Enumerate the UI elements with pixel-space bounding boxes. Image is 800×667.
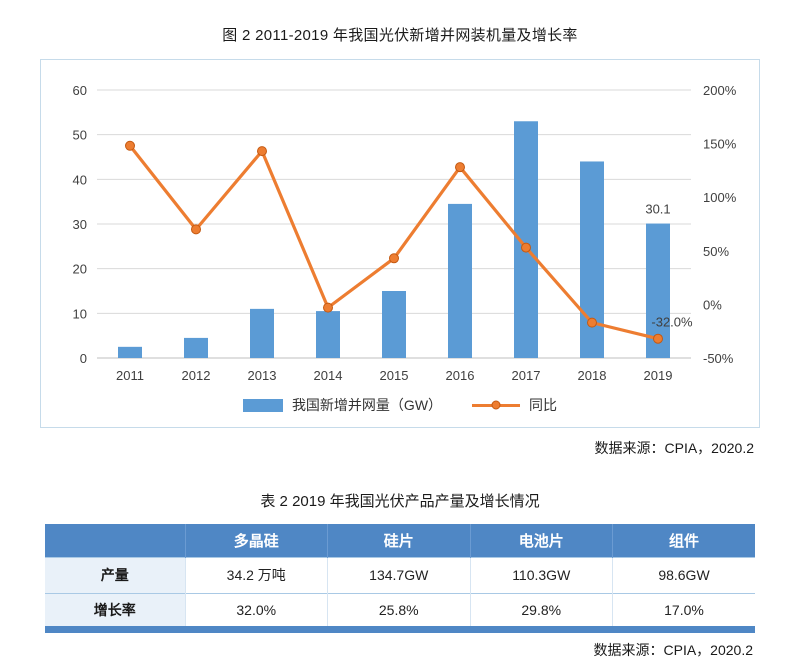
x-tick-label: 2013 [248,368,277,383]
line-marker-2019 [653,333,663,344]
left-axis-tick-label: 0 [80,351,87,366]
bar-2016 [448,203,472,358]
combo-chart: 0 10 20 30 40 50 60 -50% 0% 50% 100% 150% 200% 2011 20… [73,83,737,383]
table-cell: 34.2 万吨 [185,556,328,593]
x-tick-label: 2018 [578,368,607,383]
data-label-annotation: 30.1 [645,202,670,217]
table-body: 产量 34.2 万吨 134.7GW 110.3GW 98.6GW 增长率 32.0% 25.… [45,556,755,629]
bar-2012 [184,337,208,358]
legend-item-bar-series: 我国新增并网量（GW） [242,395,443,415]
line-marker-2018 [587,317,597,328]
left-axis-tick-label: 50 [73,128,87,143]
left-axis-tick-label: 40 [73,172,87,187]
bar-2014 [316,311,340,358]
table-cell: 134.7GW [327,556,471,593]
x-tick-label: 2011 [116,368,144,383]
bar-series-label: 我国新增并网量（GW） [291,397,443,413]
right-axis-tick-label: 150% [703,137,737,152]
table-cell: 17.0% [612,592,755,629]
bar-2018 [580,161,604,358]
table-cell: 32.0% [185,592,328,629]
line-marker-2017 [521,242,531,253]
line-marker-2011 [125,140,135,151]
table-header-row: 多晶硅 硅片 电池片 组件 [45,524,755,557]
right-axis-tick-label: 50% [703,244,729,259]
bar-2013 [250,308,274,358]
table-column-header: 多晶硅 [185,524,328,557]
line-marker-2015 [389,253,399,264]
left-axis-tick-label: 20 [73,262,87,277]
table-column-header: 电池片 [470,524,613,557]
line-series-swatch-icon [472,400,521,410]
right-axis-tick-label: 100% [703,190,737,205]
line-marker-2013 [257,146,267,157]
bar-2015 [382,291,406,358]
figure-title: 图 2 2011-2019 年我国光伏新增并网装机量及增长率 [222,27,578,44]
line-marker-2016 [455,162,465,173]
table-row-label: 产量 [45,556,186,593]
line-series-label: 同比 [529,397,558,413]
pv-products-table: 多晶硅 硅片 电池片 组件 产量 34.2 万吨 134.7GW 110.3GW 98.6GW… [45,524,755,633]
bar-series-swatch-icon [242,398,283,412]
table-cell: 29.8% [470,592,613,629]
line-marker-icon [491,400,501,410]
table-cell: 98.6GW [612,556,755,593]
x-tick-label: 2017 [512,368,541,383]
table-row: 产量 34.2 万吨 134.7GW 110.3GW 98.6GW [45,556,755,593]
table-cell: 25.8% [327,592,471,629]
line-marker-2014 [323,302,333,313]
table-column-header: 组件 [612,524,755,557]
table-corner-cell [45,524,186,557]
left-axis-tick-label: 30 [73,217,87,232]
table-source: 数据来源：CPIA，2020.2 [593,641,754,658]
figure-source: 数据来源：CPIA，2020.2 [594,440,755,456]
legend-item-line-series: 同比 [472,395,557,415]
table-cell: 110.3GW [470,556,613,593]
right-axis-tick-label: -50% [703,351,734,366]
table-title: 表 2 2019 年我国光伏产品产量及增长情况 [260,493,540,510]
right-axis-tick-label: 0% [703,297,722,312]
x-tick-label: 2016 [446,368,475,383]
table-column-header: 硅片 [327,524,471,557]
line-marker-2012 [191,224,201,235]
x-tick-label: 2019 [644,368,673,383]
bar-2011 [118,346,142,358]
x-tick-label: 2012 [182,368,211,383]
left-axis-tick-label: 10 [73,306,87,321]
right-axis-tick-label: 200% [703,83,737,98]
table-row-label: 增长率 [45,592,186,629]
left-axis-tick-label: 60 [73,83,87,98]
data-label-annotation: -32.0% [651,315,693,330]
x-tick-label: 2015 [380,368,409,383]
chart-legend: 我国新增并网量（GW） 同比 [41,395,759,423]
table-row: 增长率 32.0% 25.8% 29.8% 17.0% [45,592,755,629]
chart-container: 0 10 20 30 40 50 60 -50% 0% 50% 100% 150% 200% 2011 20… [40,59,760,428]
x-tick-label: 2014 [314,368,343,383]
